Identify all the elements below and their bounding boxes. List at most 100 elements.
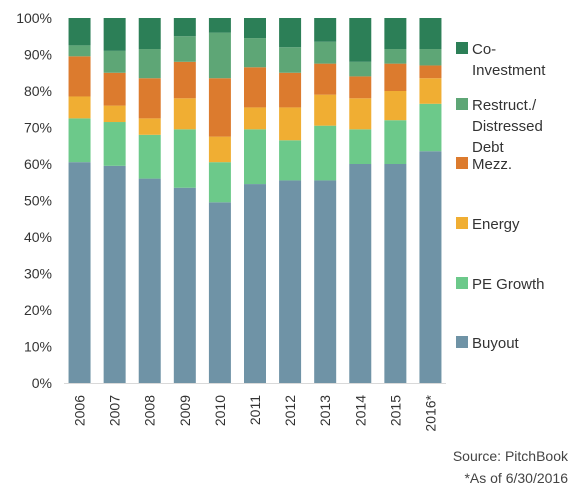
legend-label: Energy [472,216,520,233]
bar-segment-co-investment-2015 [384,18,407,50]
y-tick-label: 40% [24,229,52,245]
bar-segment-buyout-2014 [349,164,372,383]
x-tick-label: 2013 [317,395,333,426]
bar-segment-co-investment-2006 [68,18,91,46]
bar-segment-buyout-2012 [279,180,302,383]
bar-segment-mezz-2007 [103,72,126,106]
bars [68,18,442,383]
legend-swatch [456,157,468,169]
bar-segment-buyout-2015 [384,164,407,383]
as-of-note: *As of 6/30/2016 [464,470,568,486]
x-tick-label: 2015 [387,395,403,426]
bar-segment-pe-growth-2013 [314,125,337,181]
bar-segment-mezz-2010 [208,78,231,137]
bar-segment-restruct-distressed-debt-2009 [173,36,196,62]
legend-swatch [456,336,468,348]
legend-swatch [456,217,468,229]
x-tick-label: 2016* [422,394,438,431]
bar-segment-pe-growth-2006 [68,118,91,163]
bar-segment-buyout-2016 [419,151,442,383]
bar-segment-pe-growth-2009 [173,129,196,188]
bar-segment-mezz-2009 [173,61,196,99]
bar-segment-co-investment-2013 [314,18,337,42]
bar-segment-restruct-distressed-debt-2007 [103,50,126,73]
bar-segment-co-investment-2012 [279,18,302,48]
bar-segment-mezz-2008 [138,78,161,119]
x-axis: 2006 2007 2008 2009 2010 2011 2012 2013 2014 2015… [64,383,446,432]
bar-segment-energy-2012 [279,107,302,141]
legend-swatch [456,277,468,289]
x-tick-label: 2008 [142,395,158,426]
y-tick-label: 0% [32,375,52,391]
bar-segment-pe-growth-2012 [279,140,302,181]
legend-label: Debt [472,139,505,156]
bar-segment-restruct-distressed-debt-2006 [68,45,91,57]
bar-segment-buyout-2008 [138,178,161,383]
y-tick-label: 100% [16,10,52,26]
bar-segment-pe-growth-2015 [384,120,407,164]
bar-segment-buyout-2010 [208,202,231,383]
legend-label: PE Growth [472,276,545,293]
bar-segment-energy-2014 [349,98,372,130]
bar-segment-restruct-distressed-debt-2015 [384,49,407,64]
legend: Co- Investment Restruct./ Distressed DebtMez… [456,41,546,352]
bar-segment-buyout-2009 [173,187,196,383]
bar-segment-restruct-distressed-debt-2010 [208,32,231,79]
y-tick-label: 90% [24,47,52,63]
bar-segment-co-investment-2008 [138,18,161,50]
bar-segment-energy-2010 [208,136,231,163]
bar-segment-restruct-distressed-debt-2011 [244,38,266,68]
bar-segment-mezz-2013 [314,63,337,95]
bar-segment-co-investment-2007 [103,18,126,51]
legend-label: Co- [472,41,496,58]
bar-segment-mezz-2006 [68,56,91,97]
bar-segment-buyout-2006 [68,162,91,383]
bar-segment-energy-2008 [138,118,161,135]
bar-segment-buyout-2007 [103,165,126,383]
bar-segment-energy-2007 [103,105,126,123]
y-tick-label: 20% [24,302,52,318]
bar-segment-restruct-distressed-debt-2016 [419,49,442,66]
bar-segment-co-investment-2016 [419,18,442,50]
bar-segment-mezz-2015 [384,63,407,91]
bar-segment-pe-growth-2008 [138,134,161,179]
bar-segment-energy-2009 [173,98,196,130]
bar-segment-co-investment-2009 [173,18,196,37]
bar-segment-buyout-2013 [314,180,337,383]
bar-segment-energy-2013 [314,94,337,126]
bar-segment-energy-2006 [68,96,91,119]
bar-segment-restruct-distressed-debt-2012 [279,47,302,73]
bar-segment-mezz-2011 [244,67,266,108]
bar-segment-co-investment-2010 [208,18,231,33]
legend-label: Mezz. [472,156,512,173]
bar-segment-pe-growth-2014 [349,129,372,164]
legend-swatch [456,42,468,54]
bar-segment-restruct-distressed-debt-2013 [314,41,337,64]
legend-label: Distressed [472,118,543,135]
x-tick-label: 2006 [72,395,88,426]
bar-segment-pe-growth-2010 [208,162,231,203]
x-tick-label: 2011 [247,395,263,425]
y-tick-label: 70% [24,120,52,136]
legend-label: Buyout [472,335,520,352]
x-tick-label: 2009 [177,395,193,426]
bar-segment-pe-growth-2016 [419,103,442,152]
bar-segment-energy-2016 [419,78,442,104]
bar-segment-mezz-2016 [419,65,442,79]
bar-segment-co-investment-2014 [349,18,372,62]
bar-segment-pe-growth-2007 [103,122,126,166]
bar-segment-mezz-2012 [279,72,302,108]
x-tick-label: 2012 [282,395,298,426]
bar-segment-restruct-distressed-debt-2008 [138,49,161,79]
source-note: Source: PitchBook [452,448,568,464]
y-tick-label: 50% [24,193,52,209]
legend-label: Restruct./ [472,97,537,114]
bar-segment-mezz-2014 [349,76,372,99]
bar-segment-buyout-2011 [244,184,266,383]
x-tick-label: 2010 [212,395,228,426]
y-tick-label: 30% [24,266,52,282]
legend-label: Investment [472,62,546,79]
y-tick-label: 80% [24,83,52,99]
bar-segment-energy-2015 [384,91,407,121]
